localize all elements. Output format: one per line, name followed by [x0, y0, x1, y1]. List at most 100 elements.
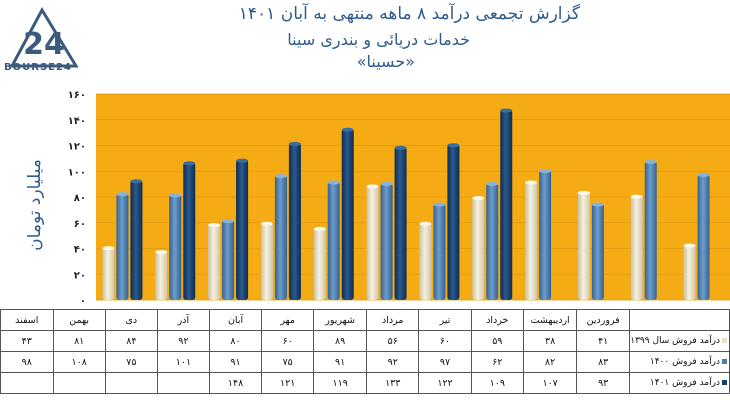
bar-1401-cap — [500, 108, 513, 113]
bar-1401-cap — [130, 179, 143, 184]
y-tick-label: ۲۰ — [74, 270, 86, 281]
value-cell: ۱۰۷ — [523, 372, 578, 394]
y-tick-label: ۱۲۰ — [68, 142, 86, 153]
value-cell: ۹۲ — [156, 330, 210, 352]
bar-1399 — [313, 227, 326, 300]
bar-1399 — [208, 224, 221, 300]
company-name: خدمات دریائی و بندری سینا — [287, 30, 470, 49]
corner-cell — [629, 309, 730, 331]
bar-1400-cap — [380, 181, 393, 186]
bar-1400-cap — [222, 219, 235, 224]
table-header-row: اسفند بهمن دی آذر آبان مهر شهریور مرداد تیر خرداد… — [0, 309, 730, 331]
bar-1399 — [419, 222, 432, 300]
bar-1399-cap — [208, 223, 221, 228]
bar-1399 — [366, 185, 379, 300]
table-row: ۴۳ ۸۱ ۸۴ ۹۲ ۸۰ ۶۰ ۸۹ ۵۶ ۶۰ ۵۹ ۳۸ ۴۱ درآمد فروش سال ۱… — [0, 330, 730, 352]
category-label: اردیبهشت — [523, 309, 578, 331]
series-label: درآمد فروش سال ۱۳۹۹ — [630, 336, 720, 346]
bar-1400 — [591, 203, 604, 300]
bar-1401 — [183, 162, 196, 300]
table-row: ۱۴۸ ۱۲۱ ۱۱۹ ۱۳۳ ۱۲۲ ۱۰۹ ۱۰۷ ۹۳ درآمد فروش ۱۴۰۱ — [0, 372, 730, 394]
bar-1400-cap — [274, 174, 287, 179]
bar-1400 — [274, 175, 287, 300]
value-cell: ۸۹ — [313, 330, 368, 352]
bar-1400 — [380, 182, 393, 300]
bar-1401-cap — [341, 127, 354, 132]
value-cell: ۹۷ — [418, 351, 472, 373]
bar-1400-cap — [697, 172, 710, 177]
y-tick-label: ۱۶۰ — [68, 90, 86, 101]
bar-1400 — [697, 173, 710, 300]
value-cell: ۵۶ — [366, 330, 420, 352]
value-cell: ۵۹ — [470, 330, 525, 352]
y-tick-label: ۴۰ — [74, 245, 86, 256]
y-axis-label: میلیارد تومان — [25, 159, 45, 251]
value-cell: ۹۱ — [313, 351, 368, 373]
value-cell: ۸۲ — [523, 351, 578, 373]
bar-1400-cap — [644, 159, 657, 164]
bar-1401 — [394, 146, 407, 300]
bar-1400-cap — [433, 202, 446, 207]
legend-swatch — [722, 359, 727, 364]
value-cell: ۶۰ — [418, 330, 472, 352]
category-label: خرداد — [470, 309, 525, 331]
bar-1399 — [155, 251, 168, 300]
value-cell: ۸۱ — [52, 330, 106, 352]
category-label: تیر — [418, 309, 472, 331]
y-tick-label: ۶۰ — [74, 219, 86, 230]
bar-1399-cap — [102, 246, 115, 251]
bar-1400 — [644, 160, 657, 300]
bar-1399-cap — [366, 184, 379, 189]
bar-1399-cap — [155, 250, 168, 255]
value-cell — [156, 372, 210, 394]
bar-1400-cap — [327, 180, 340, 185]
bar-1399-cap — [260, 221, 273, 226]
y-tick-labels: ۰ ۲۰ ۴۰ ۶۰ ۸۰ ۱۰۰ ۱۲۰ ۱۴۰ ۱۶۰ — [68, 90, 86, 307]
category-label: بهمن — [52, 309, 106, 331]
value-cell: ۶۲ — [470, 351, 525, 373]
bars — [102, 108, 710, 300]
bar-1401 — [500, 109, 513, 300]
category-label: دی — [104, 309, 158, 331]
bar-1399-cap — [577, 190, 590, 195]
series-label: درآمد فروش ۱۴۰۱ — [649, 378, 720, 388]
series-name: درآمد فروش ۱۴۰۰ — [629, 351, 730, 373]
series-name: درآمد فروش ۱۴۰۱ — [629, 372, 730, 394]
legend-swatch — [722, 338, 727, 343]
value-cell: ۷۵ — [261, 351, 315, 373]
bar-1400-cap — [539, 168, 552, 173]
value-cell: ۹۳ — [576, 372, 631, 394]
category-label: آذر — [156, 309, 210, 331]
category-label: مرداد — [366, 309, 420, 331]
series-name: درآمد فروش سال ۱۳۹۹ — [629, 330, 730, 352]
bar-1400-cap — [591, 202, 604, 207]
bar-1399 — [630, 195, 643, 300]
value-cell: ۱۳۳ — [366, 372, 420, 394]
bar-1399-cap — [630, 194, 643, 199]
series-label: درآمد فروش ۱۴۰۰ — [649, 357, 720, 367]
bar-1400 — [327, 181, 340, 300]
logo-mark: 24 — [23, 27, 65, 62]
bar-1399-cap — [472, 196, 485, 200]
value-cell: ۷۵ — [104, 351, 158, 373]
bar-1399-cap — [313, 226, 326, 231]
category-label: آبان — [208, 309, 263, 331]
value-cell: ۸۴ — [104, 330, 158, 352]
value-cell: ۱۱۹ — [313, 372, 368, 394]
bar-1400 — [486, 182, 499, 300]
svg-text:میلیارد تومان: میلیارد تومان — [25, 159, 45, 251]
bar-1399 — [260, 222, 273, 300]
bar-1399 — [472, 197, 485, 300]
bar-1400 — [222, 220, 235, 300]
gridlines — [96, 93, 730, 301]
y-tick-label: ۸۰ — [74, 193, 86, 204]
value-cell — [0, 372, 54, 394]
bar-1400 — [433, 203, 446, 300]
value-cell: ۱۲۱ — [261, 372, 315, 394]
bar-1401 — [288, 142, 301, 300]
bar-1400 — [116, 193, 129, 300]
legend-swatch — [722, 380, 727, 385]
bar-1400-cap — [169, 193, 182, 198]
bar-1399 — [577, 191, 590, 300]
value-cell: ۴۳ — [0, 330, 54, 352]
